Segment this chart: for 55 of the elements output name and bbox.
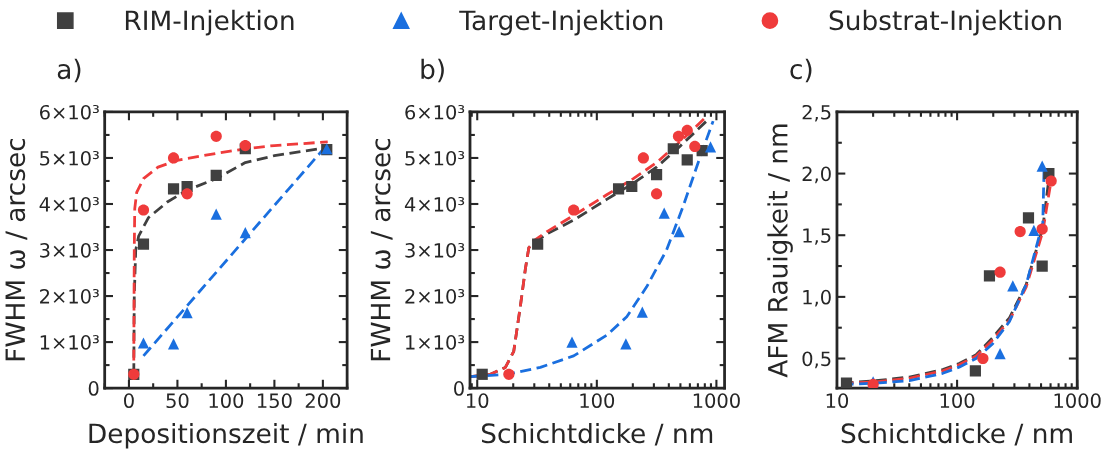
y-axis-title: AFM Rauigkeit / nm: [767, 124, 793, 378]
x-tick-label: 10: [467, 393, 489, 409]
x-tick-label: 200: [305, 393, 341, 409]
y-tick-label: 1×10³: [406, 335, 465, 350]
text: c): [790, 58, 812, 83]
legend-label: Substrat-Injektion: [829, 9, 1061, 36]
y-tick-label: 4×10³: [39, 196, 99, 212]
y-tick-label: 6×10³: [405, 104, 465, 120]
x-tick-label: 150: [257, 393, 292, 409]
legend-label: RIM-Injektion: [125, 9, 294, 36]
x-axis-title: Schichtdicke / nm: [481, 422, 713, 446]
x-tick-label: 1000: [1054, 393, 1101, 409]
y-tick-label: 3×10³: [405, 242, 465, 258]
text: b): [421, 58, 444, 83]
y-tick-label: 1,0: [803, 289, 831, 307]
x-axis-title: Depositionszeit / min: [89, 422, 363, 449]
point: [181, 188, 193, 200]
point: [167, 183, 180, 195]
point: [210, 130, 222, 142]
y-axis-title: FWHM ω / arcsec: [370, 138, 393, 361]
x-tick-label: 50: [166, 393, 189, 409]
point: [181, 307, 193, 319]
point: [137, 204, 150, 216]
x-tick-label: 100: [209, 393, 244, 409]
x-tick-label: 0: [124, 393, 134, 409]
y-tick-label: 4×10³: [404, 196, 465, 212]
text: a): [57, 58, 81, 83]
point: [167, 152, 180, 164]
y-tick-label: 5×10³: [405, 150, 465, 166]
point: [167, 338, 180, 350]
y-tick-label: 0: [454, 381, 464, 396]
y-tick-label: 2×10³: [405, 289, 465, 304]
point: [137, 238, 150, 250]
y-tick-label: 0,5: [802, 351, 831, 369]
y-tick-label: 2,0: [802, 166, 831, 184]
y-tick-label: 2×10³: [40, 289, 99, 304]
x-tick-label: 100: [940, 393, 975, 409]
y-tick-label: 2,5: [802, 104, 831, 122]
y-tick-label: 0: [88, 381, 99, 396]
y-tick-label: 1,5: [803, 228, 831, 245]
legend-label: Target-Injektion: [459, 9, 663, 36]
point: [239, 226, 251, 239]
y-tick-label: 5×10³: [40, 150, 99, 166]
point: [210, 208, 222, 220]
y-axis-title: FWHM ω / arcsec: [5, 138, 28, 361]
y-tick-label: 3×10³: [40, 242, 99, 258]
point: [239, 139, 251, 152]
y-tick-label: 1×10³: [40, 335, 99, 350]
point: [210, 169, 222, 182]
x-axis-title: Schichtdicke / nm: [841, 422, 1072, 446]
y-tick-label: 6×10³: [39, 104, 99, 120]
point: [137, 337, 150, 349]
x-tick-label: 1000: [693, 393, 740, 409]
x-tick-label: 100: [580, 393, 615, 409]
x-tick-label: 10: [826, 393, 849, 409]
